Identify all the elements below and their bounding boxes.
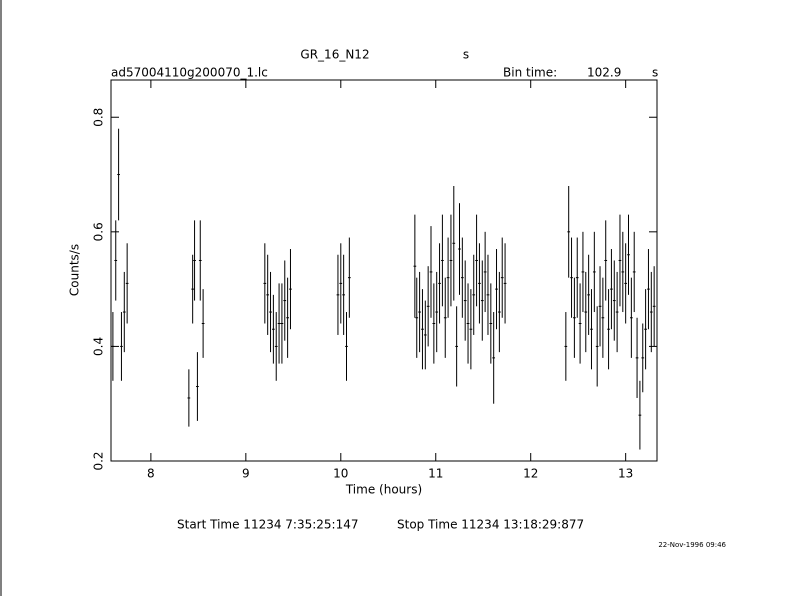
x-tick-label: 9 bbox=[242, 467, 250, 481]
x-tick-label: 12 bbox=[523, 467, 538, 481]
y-tick-label: 0.4 bbox=[92, 337, 106, 356]
y-tick-label: 0.6 bbox=[92, 222, 106, 241]
bin-time-label: Bin time: bbox=[503, 66, 557, 80]
bin-time-unit: s bbox=[652, 66, 658, 80]
file-name: ad57004110g200070_1.lc bbox=[111, 66, 268, 80]
title-unit: s bbox=[463, 48, 469, 62]
x-tick-label: 8 bbox=[147, 467, 155, 481]
plot-frame bbox=[110, 79, 658, 462]
stop-time: Stop Time 11234 13:18:29:877 bbox=[397, 518, 584, 532]
timestamp: 22-Nov-1996 09:46 bbox=[658, 541, 726, 549]
y-tick-label: 0.2 bbox=[92, 451, 106, 470]
x-axis-label: Time (hours) bbox=[345, 483, 422, 497]
x-tick-label: 11 bbox=[428, 467, 443, 481]
x-tick-label: 13 bbox=[618, 467, 633, 481]
start-time: Start Time 11234 7:35:25:147 bbox=[177, 518, 359, 532]
bin-time: 102.9 bbox=[587, 66, 621, 80]
y-axis-label: Counts/s bbox=[68, 244, 82, 296]
y-tick-label: 0.8 bbox=[92, 108, 106, 127]
x-tick-label: 10 bbox=[333, 467, 348, 481]
chart-title: GR_16_N12 bbox=[300, 48, 369, 62]
